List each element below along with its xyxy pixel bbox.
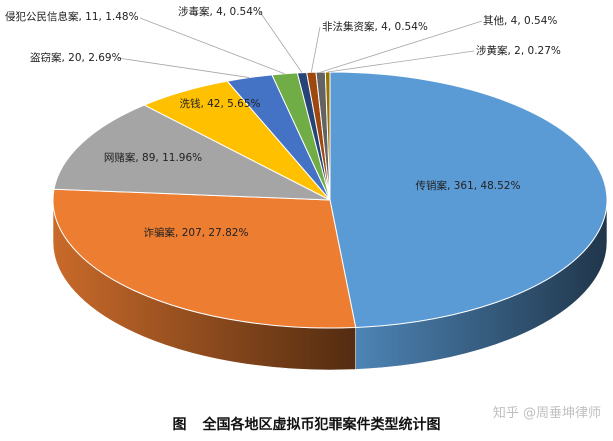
- data-label-4: 洗钱, 42, 5.65%: [179, 97, 260, 110]
- leader-line-10: [327, 50, 475, 73]
- watermark: 知乎 @周垂坤律师: [492, 406, 601, 421]
- data-label-6: 侵犯公民信息案, 11, 1.48%: [5, 10, 139, 23]
- data-label-10: 涉黄案, 2, 0.27%: [476, 44, 561, 57]
- data-label-3: 网赌案, 89, 11.96%: [104, 151, 202, 164]
- data-labels: 传销案, 361, 48.52% 诈骗案, 207, 27.82% 网赌案, 89,…: [5, 5, 561, 239]
- pie-slice-3: [53, 104, 331, 201]
- caption-title: 全国各地区虚拟币犯罪案件类型统计图: [202, 417, 441, 433]
- data-label-2: 诈骗案, 207, 27.82%: [144, 226, 249, 239]
- leader-line-5: [117, 57, 250, 78]
- data-label-5: 盗窃案, 20, 2.69%: [30, 51, 122, 64]
- pie-slices: [52, 71, 608, 329]
- leader-line-7: [259, 11, 303, 73]
- chart-caption: 图全国各地区虚拟币犯罪案件类型统计图: [0, 414, 613, 434]
- leader-line-9: [320, 20, 483, 73]
- caption-figure-label: 图: [172, 417, 187, 433]
- data-label-1: 传销案, 361, 48.52%: [416, 179, 521, 192]
- pie-slice-2: [52, 188, 357, 329]
- data-label-7: 涉毒案, 4, 0.54%: [178, 5, 263, 18]
- data-label-9: 其他, 4, 0.54%: [483, 14, 557, 27]
- leader-lines: [117, 11, 483, 78]
- leader-line-6: [139, 17, 285, 75]
- pie-slice-1: [329, 71, 608, 328]
- data-label-8: 非法集资案, 4, 0.54%: [322, 20, 428, 33]
- leader-line-8: [310, 26, 321, 73]
